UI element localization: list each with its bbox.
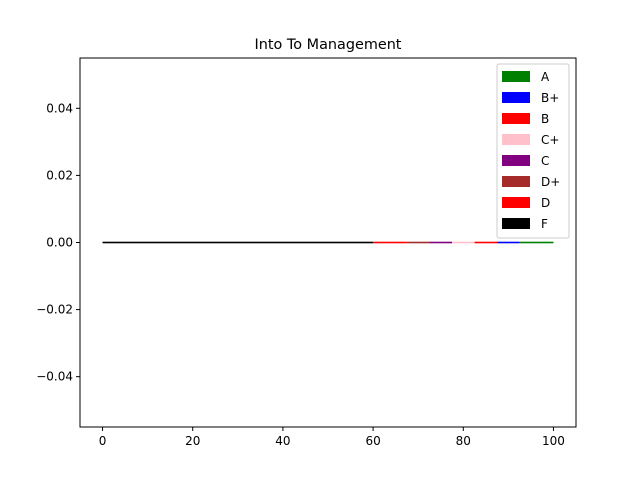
bar-a [519,241,554,244]
bar-f [102,241,374,244]
x-tick-label: 60 [365,434,380,448]
legend-box [496,63,570,239]
legend-swatch [502,197,530,208]
x-tick-label: 100 [542,434,565,448]
legend-label: D [541,196,550,210]
legend-label: A [541,70,550,84]
legend-label: C+ [541,133,559,147]
legend: A B+ B C+ C D+ DF [496,63,570,239]
legend-label: D+ [541,175,560,189]
legend-swatch [502,218,530,229]
legend-label: B+ [541,91,559,105]
y-tick-label: 0.02 [46,168,73,182]
axes: 0 20 40 60 80 100 −0.04 −0.02 0.00 0.02 0.04 [36,57,577,448]
legend-swatch [502,92,530,103]
legend-swatch [502,134,530,145]
legend-label: C [541,154,549,168]
bar-d-plus [406,241,430,244]
chart-title: Into To Management [255,37,402,53]
y-tick-label: 0.00 [46,236,73,250]
plot-area [102,241,554,244]
y-tick-label: −0.02 [36,303,73,317]
legend-label: B [541,112,549,126]
x-tick-label: 40 [275,434,290,448]
legend-swatch [502,155,530,166]
legend-swatch [502,176,530,187]
x-tick-label: 20 [185,434,200,448]
legend-label: F [541,217,548,231]
x-tick-label: 80 [456,434,471,448]
bar-d [373,241,407,244]
y-tick-label: −0.04 [36,370,73,384]
legend-swatch [502,71,530,82]
bar-c-plus [452,241,475,244]
y-tick-label: 0.04 [46,101,73,115]
legend-swatch [502,113,530,124]
bar-c [429,241,452,244]
x-tick-label: 0 [99,434,107,448]
bar-b-plus [497,241,520,244]
bar-b [474,241,498,244]
